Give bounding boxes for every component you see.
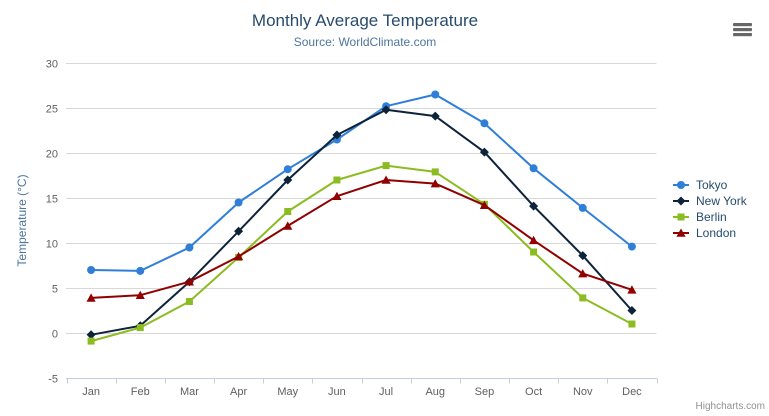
y-axis-label: 0 (52, 329, 58, 341)
data-point-marker[interactable] (283, 165, 292, 174)
data-point-marker[interactable] (136, 266, 145, 275)
data-point-marker[interactable] (627, 285, 637, 294)
legend-label: Tokyo (696, 178, 728, 192)
data-point-marker[interactable] (381, 105, 391, 115)
x-axis-label: Apr (230, 386, 247, 398)
series-tokyo (87, 90, 636, 275)
legend-item-new-york[interactable]: New York (673, 193, 747, 209)
data-point-marker[interactable] (479, 147, 489, 157)
legend-item-berlin[interactable]: Berlin (673, 209, 747, 225)
data-point-marker[interactable] (136, 324, 144, 332)
x-axis-label: Jun (328, 386, 346, 398)
data-point-marker[interactable] (332, 191, 342, 200)
legend: Tokyo New York Berlin London (673, 177, 747, 241)
series-line-tokyo[interactable] (90, 93, 633, 272)
data-point-marker[interactable] (578, 251, 588, 261)
data-point-marker[interactable] (86, 293, 96, 302)
data-point-marker[interactable] (185, 298, 193, 305)
data-point-marker[interactable] (627, 242, 636, 251)
data-point-marker[interactable] (479, 200, 490, 209)
x-axis-label: Mar (180, 386, 199, 398)
x-axis-label: Jul (379, 386, 393, 398)
legend-marker-triangle-icon (673, 228, 689, 237)
data-point-marker[interactable] (283, 175, 293, 185)
credits-link[interactable]: Highcharts.com (695, 401, 765, 412)
data-point-marker[interactable] (87, 266, 96, 274)
legend-marker-circle-icon (673, 181, 689, 189)
data-point-marker[interactable] (135, 290, 145, 299)
x-axis-label: Oct (525, 386, 542, 398)
y-axis-label: 10 (46, 239, 58, 251)
data-point-marker[interactable] (431, 90, 440, 99)
data-point-marker[interactable] (628, 320, 636, 328)
data-point-marker[interactable] (579, 294, 587, 302)
legend-label: Berlin (696, 210, 727, 224)
data-point-marker[interactable] (333, 176, 341, 184)
series-line-new-york[interactable] (90, 108, 633, 336)
data-point-marker[interactable] (381, 175, 391, 184)
data-point-marker[interactable] (431, 168, 439, 176)
data-point-marker[interactable] (430, 111, 440, 121)
data-point-marker[interactable] (430, 179, 440, 188)
y-axis-label: 30 (46, 59, 58, 71)
data-point-marker[interactable] (676, 228, 686, 237)
x-axis-label: Dec (622, 386, 642, 398)
y-axis-label: 20 (46, 149, 58, 161)
legend-marker-square-icon (673, 213, 689, 221)
legend-item-london[interactable]: London (673, 225, 747, 241)
y-axis-label: 5 (52, 284, 58, 296)
export-menu-button[interactable] (730, 19, 754, 41)
legend-item-tokyo[interactable]: Tokyo (673, 177, 747, 193)
data-point-marker[interactable] (578, 269, 588, 278)
data-point-marker[interactable] (283, 221, 293, 230)
y-axis-label: 15 (46, 194, 58, 206)
data-point-marker[interactable] (677, 213, 685, 221)
data-point-marker[interactable] (528, 235, 539, 245)
x-axis-label: Aug (425, 386, 445, 398)
data-point-marker[interactable] (480, 119, 489, 128)
x-axis-label: Sep (475, 386, 495, 398)
legend-marker-diamond-icon (673, 196, 689, 206)
legend-label: London (696, 226, 737, 240)
series-london (86, 175, 637, 302)
y-axis-title: Temperature (°C) (15, 174, 29, 266)
x-axis-label: May (277, 386, 298, 398)
series-line-london[interactable] (90, 179, 633, 299)
chart-title: Monthly Average Temperature (251, 11, 479, 30)
x-axis-label: Feb (131, 386, 150, 398)
data-point-marker[interactable] (677, 181, 685, 189)
data-point-marker[interactable] (87, 337, 95, 345)
data-point-marker[interactable] (332, 130, 342, 140)
y-axis-label: 25 (46, 104, 58, 116)
data-point-marker[interactable] (284, 208, 292, 215)
data-point-marker[interactable] (234, 226, 244, 236)
data-point-marker[interactable] (233, 252, 244, 261)
data-point-marker[interactable] (529, 164, 538, 173)
y-axis-label: -5 (48, 374, 58, 386)
series-line-berlin[interactable] (90, 164, 633, 343)
data-point-marker[interactable] (627, 306, 637, 315)
data-point-marker[interactable] (578, 203, 587, 212)
data-point-marker[interactable] (530, 248, 538, 256)
series-new-york (86, 105, 637, 340)
data-point-marker[interactable] (676, 196, 686, 206)
data-point-marker[interactable] (184, 277, 195, 286)
data-point-marker[interactable] (185, 243, 194, 252)
chart-subtitle: Source: WorldClimate.com (293, 35, 437, 49)
x-axis-label: Nov (573, 386, 593, 398)
data-point-marker[interactable] (529, 201, 539, 211)
hamburger-icon (732, 22, 752, 36)
data-point-marker[interactable] (234, 198, 243, 207)
data-point-marker[interactable] (86, 330, 96, 340)
x-axis-label: Jan (82, 386, 100, 398)
data-point-marker[interactable] (382, 162, 390, 170)
legend-label: New York (696, 194, 747, 208)
